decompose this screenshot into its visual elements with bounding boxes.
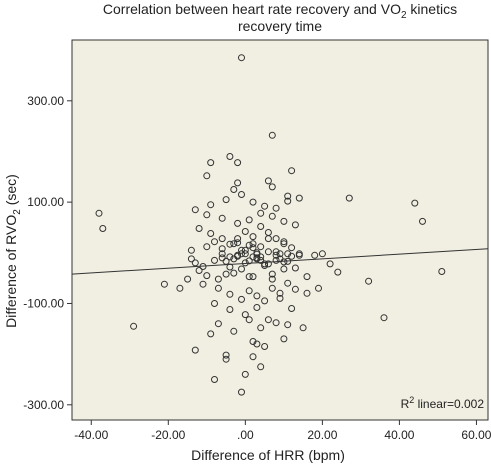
x-tick-label: -20.00 xyxy=(151,428,185,442)
x-tick-label: -40.00 xyxy=(74,428,108,442)
y-tick-label: -300.00 xyxy=(23,398,64,412)
y-tick-label: 100.00 xyxy=(27,195,64,209)
y-tick-label: 300.00 xyxy=(27,94,64,108)
x-tick-label: .00 xyxy=(237,428,254,442)
y-tick-label: -100.00 xyxy=(23,296,64,310)
x-axis-label: Difference of HRR (bpm) xyxy=(191,447,345,463)
x-tick-label: 20.00 xyxy=(307,428,337,442)
chart-title-line2: recovery time xyxy=(238,18,322,34)
x-tick-label: 40.00 xyxy=(384,428,414,442)
x-tick-label: 60.00 xyxy=(461,428,491,442)
y-axis-label: Difference of RVO2 (sec) xyxy=(3,174,23,328)
plot-area xyxy=(72,40,488,420)
